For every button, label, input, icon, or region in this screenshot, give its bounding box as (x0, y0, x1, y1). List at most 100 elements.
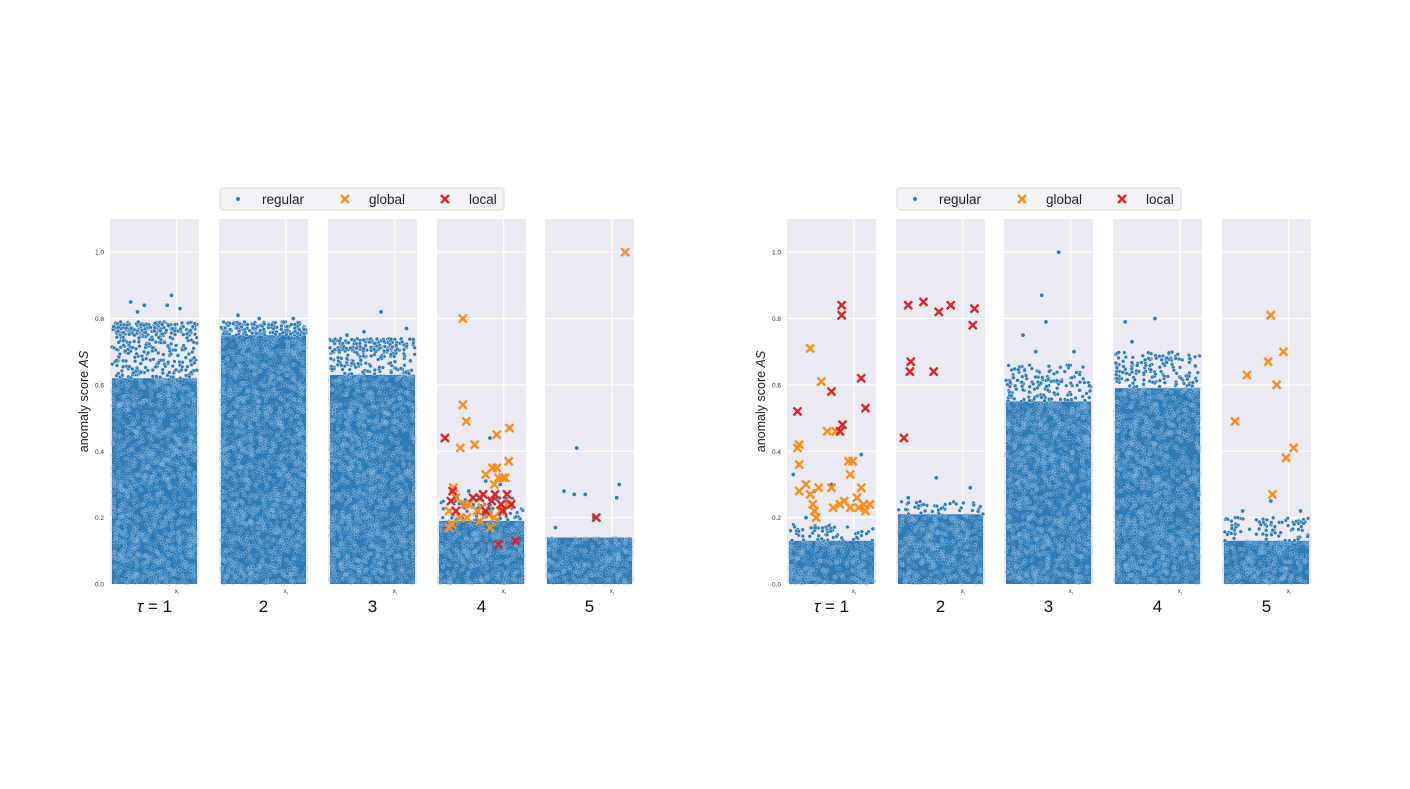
regular-point (178, 360, 182, 364)
regular-point (237, 329, 241, 333)
regular-point (129, 376, 133, 380)
regular-point (134, 347, 138, 351)
regular-point (122, 331, 126, 335)
regular-point (127, 365, 131, 369)
regular-point (127, 332, 131, 336)
regular-point (154, 333, 158, 337)
panel-3: xi3 (328, 219, 417, 616)
regular-point (137, 340, 141, 344)
regular-point (117, 341, 121, 345)
regular-point (189, 329, 193, 333)
regular-point (188, 359, 192, 363)
regular-point (171, 327, 175, 331)
regular-point (158, 329, 162, 333)
regular-point (173, 323, 177, 327)
regular-point (281, 331, 285, 335)
regular-point (112, 325, 116, 329)
x-axis-label: xi (284, 589, 288, 596)
regular-point (293, 329, 297, 333)
legend-label-regular: regular (262, 192, 305, 207)
regular-point (169, 293, 173, 297)
regular-point (289, 332, 293, 336)
regular-point (132, 371, 136, 375)
regular-point (174, 348, 178, 352)
regular-point (189, 370, 193, 374)
regular-point (193, 332, 197, 336)
regular-point (158, 375, 162, 379)
regular-point (273, 321, 277, 325)
y-tick-label: 0.8 (95, 316, 104, 323)
regular-point (146, 351, 150, 355)
regular-point (140, 354, 144, 358)
regular-point (121, 365, 125, 369)
legend-marker-regular (236, 197, 240, 201)
regular-point (257, 316, 261, 320)
regular-point (176, 354, 180, 358)
regular-point (185, 365, 189, 369)
regular-point (132, 333, 136, 337)
regular-point (136, 320, 140, 324)
regular-point (173, 333, 177, 337)
regular-point (156, 351, 160, 355)
legend-label-local: local (469, 192, 497, 207)
regular-point (163, 364, 167, 368)
regular-point (289, 323, 293, 327)
regular-point (142, 350, 146, 354)
regular-point (119, 320, 123, 324)
regular-point (250, 331, 254, 335)
regular-point (161, 371, 165, 375)
regular-point (165, 303, 169, 307)
regular-point (271, 331, 275, 335)
regular-point (166, 344, 170, 348)
regular-point (272, 327, 276, 331)
y-tick-label: 0.0 (95, 582, 104, 589)
regular-point (152, 329, 156, 333)
regular-point (243, 320, 247, 324)
regular-point (178, 306, 182, 310)
regular-point (135, 310, 139, 314)
regular-point (223, 326, 227, 330)
regular-point (255, 332, 259, 336)
regular-point (151, 338, 155, 342)
regular-point (190, 350, 194, 354)
regular-point (195, 368, 199, 372)
regular-point (180, 321, 184, 325)
regular-point (240, 325, 244, 329)
regular-point (117, 355, 121, 359)
panel-2: xi 2 (219, 219, 308, 616)
regular-point (173, 360, 177, 364)
regular-point (263, 322, 267, 326)
regular-point (185, 332, 189, 336)
regular-point (222, 332, 226, 336)
regular-point (258, 329, 262, 333)
regular-point (151, 375, 155, 379)
regular-point (135, 366, 139, 370)
panel-tau-label: 2 (259, 597, 268, 616)
regular-point (170, 331, 174, 335)
regular-point (167, 371, 171, 375)
regular-point (193, 322, 197, 326)
regular-point (151, 368, 155, 372)
regular-point (146, 369, 150, 373)
regular-point (231, 322, 235, 326)
regular-point (174, 343, 178, 347)
panel-tau-label: τ = 1 (137, 597, 172, 616)
regular-point (228, 328, 232, 332)
x-axis-label: xi (175, 589, 179, 596)
regular-point (167, 324, 171, 328)
regular-point (115, 364, 119, 368)
regular-point (112, 346, 116, 350)
regular-point (129, 326, 133, 330)
y-tick-label: 0.6 (95, 382, 104, 389)
regular-point (262, 327, 266, 331)
regular-point (176, 329, 180, 333)
regular-point (138, 344, 142, 348)
regular-point (192, 356, 196, 360)
regular-point (151, 346, 155, 350)
y-tick-label: 1.0 (95, 250, 104, 257)
regular-point (161, 332, 165, 336)
regular-point (116, 329, 120, 333)
